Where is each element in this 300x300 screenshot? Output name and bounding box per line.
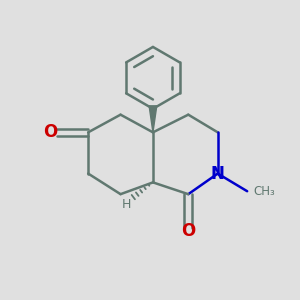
Text: N: N	[211, 165, 225, 183]
Text: O: O	[181, 222, 195, 240]
Text: CH₃: CH₃	[253, 185, 275, 198]
Text: H: H	[122, 198, 131, 211]
Text: O: O	[43, 123, 57, 141]
Polygon shape	[149, 106, 157, 132]
